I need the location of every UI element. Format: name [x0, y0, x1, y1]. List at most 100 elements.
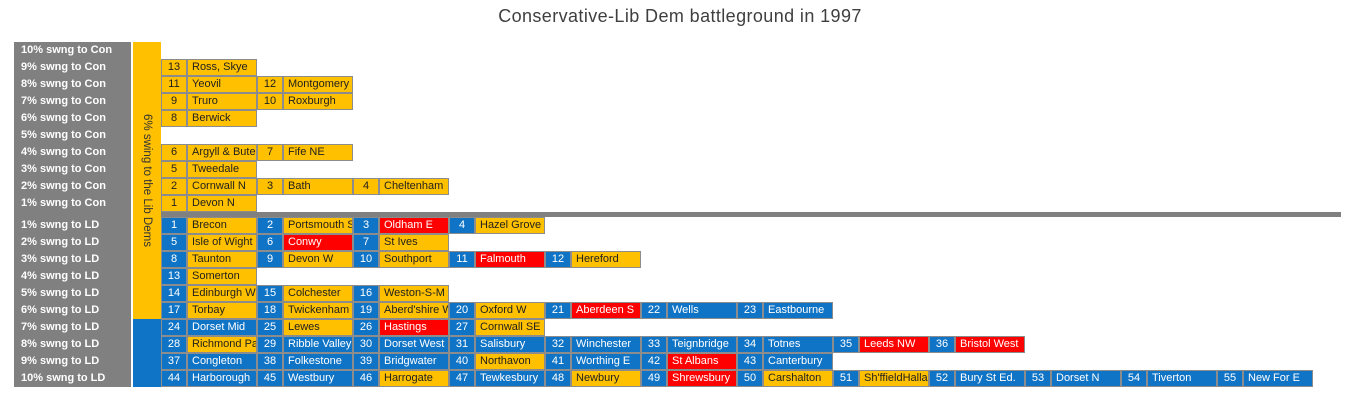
seat-name: Winchester	[571, 336, 641, 353]
seat-name: Montgomery	[283, 76, 353, 93]
seat-rank: 54	[1121, 370, 1147, 387]
seat-rank: 14	[161, 285, 187, 302]
seat-rank: 6	[257, 234, 283, 251]
seat-rank: 31	[449, 336, 475, 353]
axis-label: 8% swng to LD	[21, 338, 100, 350]
axis-label: 1% swng to LD	[21, 219, 100, 231]
seat-rank: 13	[161, 268, 187, 285]
seat-rank: 1	[161, 195, 187, 212]
seat-name: Hastings	[379, 319, 449, 336]
seat-name: Harrogate	[379, 370, 449, 387]
seat-rank: 1	[161, 217, 187, 234]
axis-label: 10% swng to LD	[21, 372, 106, 384]
seat-rank: 27	[449, 319, 475, 336]
seat-row: 5 Tweedale	[161, 161, 257, 178]
seat-name: Isle of Wight	[187, 234, 257, 251]
seat-name: Weston-S-M	[379, 285, 449, 302]
seat-name: Falmouth	[475, 251, 545, 268]
seat-rank: 39	[353, 353, 379, 370]
seat-name: Bridgwater	[379, 353, 449, 370]
seat-rank: 5	[161, 234, 187, 251]
seat-rank: 2	[161, 178, 187, 195]
seat-name: Brecon	[187, 217, 257, 234]
seat-row: 24 Dorset Mid 25 Lewes 26 Hastings 27 Cornwall …	[161, 319, 545, 336]
seat-rank: 21	[545, 302, 571, 319]
axis-label: 7% swng to Con	[21, 95, 106, 107]
seat-rank: 8	[161, 110, 187, 127]
seat-rank: 12	[257, 76, 283, 93]
seat-name: Bristol West	[955, 336, 1025, 353]
seat-rank: 4	[449, 217, 475, 234]
seat-name: Worthing E	[571, 353, 641, 370]
seat-rank: 12	[545, 251, 571, 268]
seat-rank: 10	[257, 93, 283, 110]
seat-rank: 30	[353, 336, 379, 353]
seat-name: Oldham E	[379, 217, 449, 234]
seat-row: 13 Somerton	[161, 268, 257, 285]
seat-row: 1 Brecon 2 Portsmouth S 3 Oldham E 4 Hazel Grov…	[161, 217, 545, 234]
seat-rank: 4	[353, 178, 379, 195]
seat-name: Westbury	[283, 370, 353, 387]
seat-rank: 34	[737, 336, 763, 353]
seat-name: Berwick	[187, 110, 257, 127]
seat-row: 8 Berwick	[161, 110, 257, 127]
seat-name: Somerton	[187, 268, 257, 285]
seat-rank: 7	[257, 144, 283, 161]
seat-rank: 24	[161, 319, 187, 336]
swing-bar-yellow: 6% swing to the Lib Dems	[133, 42, 161, 319]
seat-name: Lewes	[283, 319, 353, 336]
seat-name: Salisbury	[475, 336, 545, 353]
seat-name: Bath	[283, 178, 353, 195]
seat-rank: 26	[353, 319, 379, 336]
seat-rank: 6	[161, 144, 187, 161]
seat-name: Oxford W	[475, 302, 545, 319]
seat-row: 14 Edinburgh W 15 Colchester 16 Weston-S-M	[161, 285, 449, 302]
axis-label: 6% swng to LD	[21, 304, 100, 316]
seat-name: Tweedale	[187, 161, 257, 178]
seat-rank: 5	[161, 161, 187, 178]
seat-rank: 43	[737, 353, 763, 370]
seat-rank: 37	[161, 353, 187, 370]
axis-label: 3% swng to Con	[21, 163, 106, 175]
seat-name: Teignbridge	[667, 336, 737, 353]
seat-rank: 42	[641, 353, 667, 370]
axis-label: 5% swng to LD	[21, 287, 100, 299]
seat-rank: 32	[545, 336, 571, 353]
axis-label: 5% swng to Con	[21, 129, 106, 141]
seat-name: Cornwall SE	[475, 319, 545, 336]
seat-row: 6 Argyll & Bute 7 Fife NE	[161, 144, 353, 161]
seat-rank: 49	[641, 370, 667, 387]
seat-name: Wells	[667, 302, 737, 319]
seat-rank: 52	[929, 370, 955, 387]
axis-label: 9% swng to Con	[21, 61, 106, 73]
axis-label: 4% swng to LD	[21, 270, 100, 282]
seat-name: Eastbourne	[763, 302, 833, 319]
seat-rank: 28	[161, 336, 187, 353]
seat-name: Canterbury	[763, 353, 833, 370]
seat-name: Southport	[379, 251, 449, 268]
seat-name: Harborough	[187, 370, 257, 387]
seat-name: Twickenham	[283, 302, 353, 319]
seat-name: Dorset Mid	[187, 319, 257, 336]
seat-rank: 47	[449, 370, 475, 387]
seat-row: 17 Torbay 18 Twickenham 19 Aberd'shire W 20 Oxf…	[161, 302, 833, 319]
seat-name: Conwy	[283, 234, 353, 251]
axis-label: 10% swng to Con	[21, 44, 113, 56]
seat-name: Congleton	[187, 353, 257, 370]
seat-rank: 29	[257, 336, 283, 353]
seat-rank: 18	[257, 302, 283, 319]
axis-label: 4% swng to Con	[21, 146, 106, 158]
seat-rank: 35	[833, 336, 859, 353]
seat-name: Cornwall N	[187, 178, 257, 195]
seat-name: New For E	[1243, 370, 1313, 387]
seat-name: Tewkesbury	[475, 370, 545, 387]
seat-rank: 10	[353, 251, 379, 268]
seat-rank: 55	[1217, 370, 1243, 387]
seat-name: Truro	[187, 93, 257, 110]
seat-name: Devon N	[187, 195, 257, 212]
seat-name: Shrewsbury	[667, 370, 737, 387]
seat-rank: 9	[161, 93, 187, 110]
axis-label: 9% swng to LD	[21, 355, 100, 367]
seat-row: 9 Truro 10 Roxburgh	[161, 93, 353, 110]
